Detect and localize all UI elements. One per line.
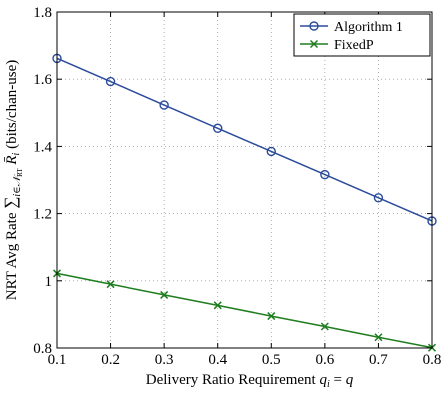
x-tick-label: 0.1	[48, 352, 67, 368]
data-point-algorithm-1	[266, 146, 276, 157]
series-line-algorithm-1	[56, 57, 433, 222]
data-point-fixedp	[320, 322, 329, 331]
legend-marker-algorithm-1	[309, 21, 319, 31]
y-tick-label: 1.6	[33, 72, 52, 88]
data-point-algorithm-1	[105, 76, 116, 87]
data-point-fixedp	[160, 290, 169, 299]
data-point-algorithm-1	[320, 169, 330, 180]
data-point-algorithm-1	[213, 123, 223, 133]
x-tick-label: 0.2	[101, 352, 120, 368]
y-tick-label: 1.8	[33, 5, 52, 21]
legend-label-algorithm-1: Algorithm 1	[334, 20, 403, 35]
y-tick-label: 1.2	[33, 207, 52, 223]
legend-marker-fixedp	[309, 39, 319, 49]
x-tick-label: 0.4	[208, 352, 227, 368]
data-point-algorithm-1	[159, 100, 169, 110]
data-point-fixedp	[267, 312, 276, 321]
data-point-fixedp	[106, 280, 115, 289]
x-tick-label: 0.7	[369, 352, 388, 368]
data-point-algorithm-1	[373, 193, 384, 203]
y-tick-label: 1	[45, 274, 53, 290]
x-tick-label: 0.8	[423, 352, 442, 368]
series-area	[52, 53, 437, 352]
plot-frame	[56, 11, 433, 349]
x-tick-label: 0.5	[262, 352, 281, 368]
series-line-fixedp	[56, 272, 433, 349]
x-axis-label: Delivery Ratio Requirement qi = q	[146, 372, 354, 388]
data-point-fixedp	[374, 333, 383, 342]
x-tick-label: 0.3	[155, 352, 174, 368]
grid	[57, 12, 432, 348]
y-tick-label: 0.8	[33, 341, 52, 357]
y-tick-label: 1.4	[33, 139, 52, 155]
axis-ticks: 0.1 0.2 0.3 0.4 0.5 0.6 0.7 0.8 0.8 1 1.2 1.4 1.6 1.8	[33, 5, 441, 368]
x-tick-label: 0.6	[315, 352, 334, 368]
legend: Algorithm 1 FixedP	[293, 13, 431, 57]
data-point-fixedp	[213, 301, 222, 310]
y-axis-label: NRT Avg Rate ∑i∈𝒩RT R̄i (bits/chan-use)	[1, 60, 24, 300]
legend-box	[293, 13, 431, 57]
legend-label-fixedp: FixedP	[334, 38, 374, 53]
